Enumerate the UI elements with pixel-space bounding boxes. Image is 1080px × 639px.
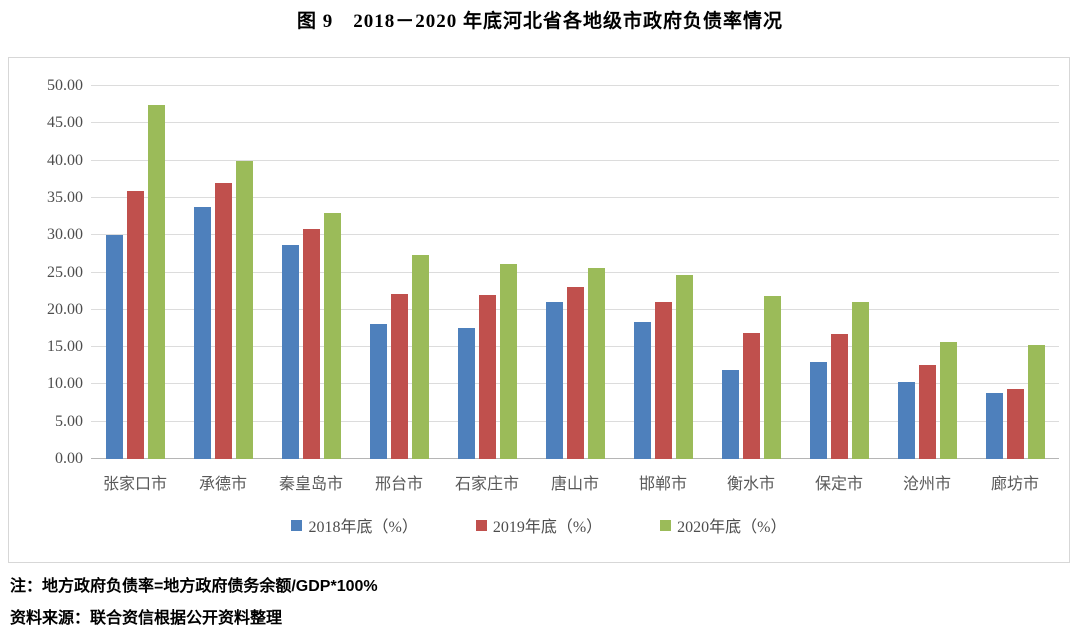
plot-area xyxy=(91,85,1059,459)
y-tick-label: 0.00 xyxy=(55,450,83,467)
chart-legend: 2018年底（%） 2019年底（%） 2020年底（%） xyxy=(9,513,1069,537)
chart-title: 图 9 2018－2020 年底河北省各地级市政府负债率情况 xyxy=(296,11,783,32)
bar xyxy=(545,302,563,459)
bar xyxy=(411,254,429,459)
x-category-label: 保定市 xyxy=(814,476,863,493)
gridline xyxy=(91,234,1059,236)
bar-group xyxy=(267,86,355,459)
bar xyxy=(281,244,299,459)
legend-item: 2020年底（%） xyxy=(660,513,787,537)
bar xyxy=(1006,388,1024,459)
bar-group xyxy=(795,86,883,459)
bar xyxy=(457,327,475,459)
bar xyxy=(235,161,253,459)
bar-groups xyxy=(91,86,1059,459)
bar-group xyxy=(355,86,443,459)
gridline xyxy=(91,196,1059,198)
bar xyxy=(1027,344,1045,459)
y-tick-label: 50.00 xyxy=(47,77,83,94)
legend-swatch-icon xyxy=(660,519,672,531)
legend-label: 2020年底（%） xyxy=(677,519,787,536)
bar xyxy=(323,212,341,459)
chart-box: 0.00 5.00 10.00 15.00 20.00 25.00 30.00 35.00 40… xyxy=(8,57,1070,563)
bar-group xyxy=(707,86,795,459)
y-tick-label: 40.00 xyxy=(47,151,83,169)
x-category-label: 邢台市 xyxy=(374,476,423,493)
x-category-label: 张家口市 xyxy=(102,476,167,493)
gridline xyxy=(91,271,1059,273)
bar xyxy=(566,287,584,459)
y-tick-label: 30.00 xyxy=(47,226,83,244)
bar xyxy=(478,294,496,459)
bar xyxy=(675,274,693,459)
bar xyxy=(147,104,165,459)
x-category-label: 秦皇岛市 xyxy=(278,476,343,493)
bar-group xyxy=(619,86,707,459)
bar xyxy=(654,302,672,459)
x-category-label: 沧州市 xyxy=(902,476,951,493)
bar-group xyxy=(443,86,531,459)
bar xyxy=(721,370,739,459)
bar-group xyxy=(971,86,1059,459)
bar-group xyxy=(179,86,267,459)
bar xyxy=(809,362,827,459)
legend-label: 2019年底（%） xyxy=(492,519,603,536)
bar xyxy=(830,333,848,459)
legend-label: 2018年底（%） xyxy=(308,519,418,536)
bar xyxy=(126,191,144,459)
bar xyxy=(369,323,387,459)
y-tick-label: 25.00 xyxy=(47,263,83,281)
bar-group xyxy=(531,86,619,459)
y-tick-label: 15.00 xyxy=(47,338,83,356)
bar xyxy=(214,182,232,459)
chart-source: 资料来源：联合资信根据公开资料整理 xyxy=(10,610,283,627)
x-category-label: 石家庄市 xyxy=(454,476,519,493)
legend-item: 2019年底（%） xyxy=(475,513,603,537)
legend-item: 2018年底（%） xyxy=(291,513,418,537)
bar xyxy=(851,301,869,459)
bar xyxy=(633,321,651,459)
x-category-label: 廊坊市 xyxy=(990,476,1039,493)
bar xyxy=(939,341,957,459)
y-tick-label: 5.00 xyxy=(55,412,83,430)
bar xyxy=(193,206,211,459)
bar xyxy=(918,365,936,459)
x-category-label: 承德市 xyxy=(198,476,247,493)
x-category-label: 衡水市 xyxy=(726,476,775,493)
legend-swatch-icon xyxy=(291,519,303,531)
y-tick-label: 20.00 xyxy=(47,300,83,318)
bar xyxy=(499,263,517,459)
x-category-label: 邯郸市 xyxy=(638,476,687,493)
y-tick-label: 35.00 xyxy=(47,188,83,206)
y-tick-label: 45.00 xyxy=(47,114,83,132)
bar xyxy=(897,382,915,459)
bar-group xyxy=(91,86,179,459)
chart-note: 注：地方政府负债率=地方政府债务余额/GDP*100% xyxy=(10,578,378,595)
bar-group xyxy=(883,86,971,459)
bar xyxy=(742,332,760,459)
gridline xyxy=(91,122,1059,124)
gridline xyxy=(91,85,1059,86)
bar xyxy=(302,229,320,459)
bar xyxy=(763,296,781,459)
bar xyxy=(105,235,123,459)
x-category-label: 唐山市 xyxy=(550,476,599,493)
bar xyxy=(587,268,605,459)
legend-swatch-icon xyxy=(475,519,487,531)
gridline xyxy=(91,159,1059,161)
bar xyxy=(985,392,1003,459)
bar xyxy=(390,294,408,459)
x-axis-labels: 张家口市 承德市 秦皇岛市 邢台市 石家庄市 唐山市 邯郸市 衡水市 保定市 沧州市 廊坊市 xyxy=(91,470,1059,494)
y-tick-label: 10.00 xyxy=(47,375,83,393)
